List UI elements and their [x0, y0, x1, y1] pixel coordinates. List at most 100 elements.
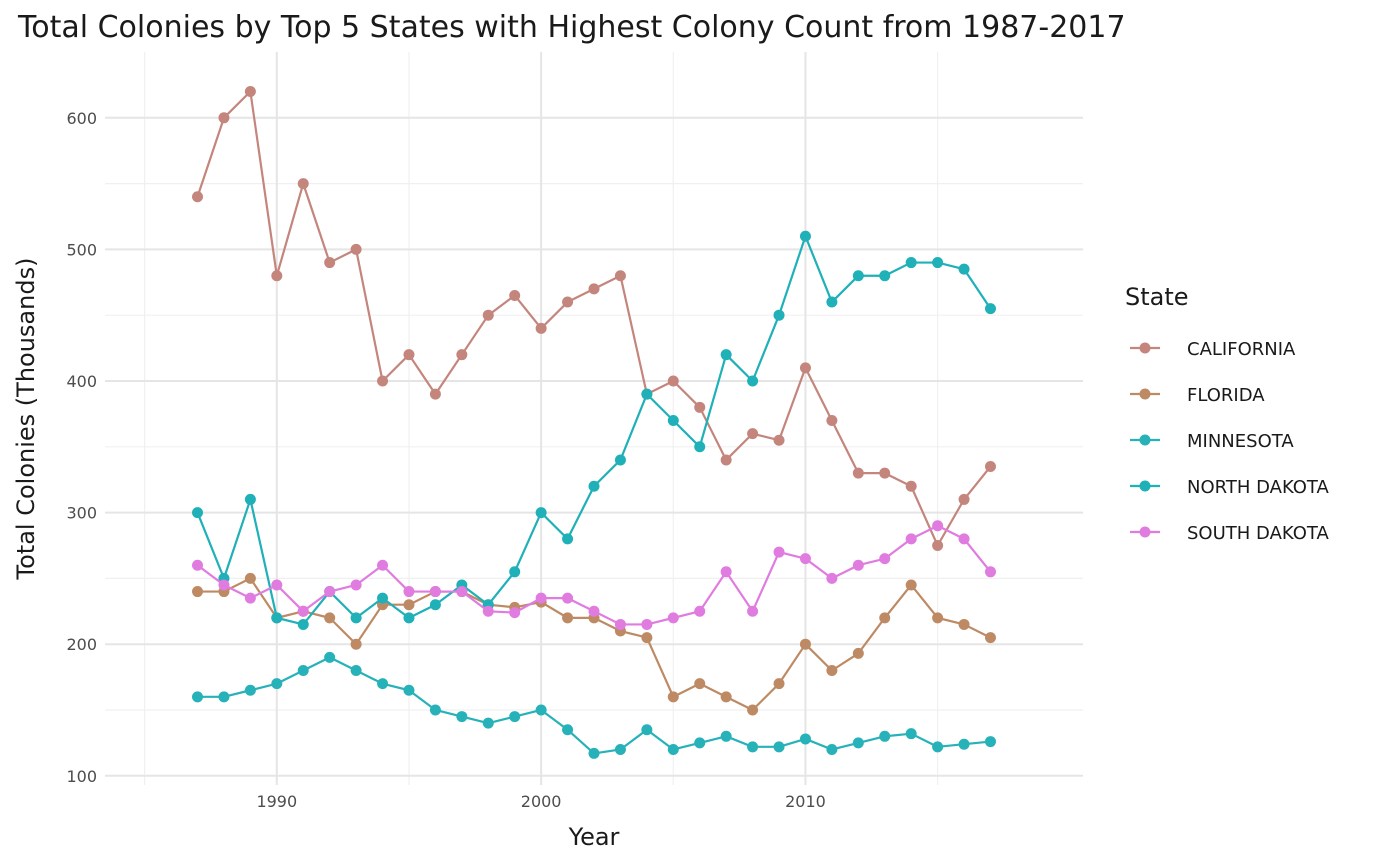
data-point-minnesota [826, 743, 838, 755]
legend-label: MINNESOTA [1187, 431, 1294, 452]
data-point-california [192, 191, 204, 203]
series-minnesota [192, 651, 996, 759]
data-point-south-dakota [641, 618, 653, 630]
data-point-south-dakota [297, 605, 309, 617]
y-tick-label: 600 [66, 109, 97, 128]
data-point-california [667, 375, 679, 387]
data-point-california [509, 289, 521, 301]
data-point-north-dakota [588, 480, 600, 492]
data-point-california [905, 480, 917, 492]
data-point-florida [905, 579, 917, 591]
data-point-california [350, 243, 362, 255]
data-point-florida [826, 665, 838, 677]
x-tick-label: 2010 [785, 792, 826, 811]
data-point-florida [852, 647, 864, 659]
data-point-south-dakota [324, 586, 336, 598]
data-point-california [535, 322, 547, 334]
data-point-south-dakota [562, 592, 574, 604]
legend-label: SOUTH DAKOTA [1187, 523, 1329, 544]
data-point-north-dakota [879, 270, 891, 282]
data-point-florida [350, 638, 362, 650]
data-point-south-dakota [720, 566, 732, 578]
y-tick-label: 300 [66, 504, 97, 523]
data-point-north-dakota [192, 507, 204, 519]
data-point-minnesota [456, 711, 468, 723]
data-point-california [482, 309, 494, 321]
data-point-california [377, 375, 389, 387]
legend-title: State [1125, 283, 1189, 311]
data-point-california [456, 349, 468, 361]
series-florida [192, 572, 996, 716]
legend-label: FLORIDA [1187, 385, 1265, 406]
data-point-california [773, 434, 785, 446]
data-point-north-dakota [720, 349, 732, 361]
data-point-florida [641, 632, 653, 644]
data-point-minnesota [641, 724, 653, 736]
data-point-minnesota [244, 684, 256, 696]
data-point-minnesota [509, 711, 521, 723]
data-point-north-dakota [271, 612, 283, 624]
data-point-south-dakota [852, 559, 864, 571]
data-point-california [324, 257, 336, 269]
data-point-minnesota [694, 737, 706, 749]
data-point-south-dakota [905, 533, 917, 545]
data-point-california [720, 454, 732, 466]
plot-area: 1990 2000 2010 100 200 300 400 500 600 [66, 52, 1083, 811]
data-point-minnesota [773, 741, 785, 753]
minor-gridlines [105, 52, 1083, 785]
data-point-minnesota [958, 738, 970, 750]
data-point-north-dakota [694, 441, 706, 453]
data-point-north-dakota [403, 612, 415, 624]
legend-key-point [1139, 480, 1151, 492]
data-point-south-dakota [932, 520, 944, 532]
data-point-south-dakota [403, 586, 415, 598]
data-point-south-dakota [984, 566, 996, 578]
data-point-minnesota [667, 743, 679, 755]
data-point-california [879, 467, 891, 479]
data-point-north-dakota [535, 507, 547, 519]
data-point-south-dakota [456, 586, 468, 598]
data-point-minnesota [879, 730, 891, 742]
data-point-north-dakota [429, 599, 441, 611]
series-line-north-dakota [196, 235, 992, 626]
series-south-dakota [192, 520, 996, 630]
data-point-south-dakota [614, 618, 626, 630]
data-point-south-dakota [694, 605, 706, 617]
data-point-florida [799, 638, 811, 650]
data-point-minnesota [324, 651, 336, 663]
data-point-florida [192, 586, 204, 598]
data-point-south-dakota [192, 559, 204, 571]
data-point-north-dakota [350, 612, 362, 624]
data-point-california [244, 85, 256, 97]
data-point-minnesota [297, 665, 309, 677]
data-point-north-dakota [826, 296, 838, 308]
data-point-california [694, 401, 706, 413]
data-point-minnesota [271, 678, 283, 690]
x-tick-label: 1990 [256, 792, 297, 811]
data-point-north-dakota [932, 257, 944, 269]
data-point-south-dakota [588, 605, 600, 617]
data-point-south-dakota [879, 553, 891, 565]
data-point-south-dakota [350, 579, 362, 591]
data-point-south-dakota [799, 553, 811, 565]
data-point-florida [747, 704, 759, 716]
legend-key-point [1139, 342, 1151, 354]
data-point-minnesota [588, 747, 600, 759]
data-point-south-dakota [218, 579, 230, 591]
data-point-north-dakota [958, 263, 970, 275]
data-point-north-dakota [773, 309, 785, 321]
legend-key-point [1139, 526, 1151, 538]
data-point-california [297, 178, 309, 190]
major-gridlines [105, 52, 1083, 785]
data-point-south-dakota [667, 612, 679, 624]
y-tick-label: 100 [66, 767, 97, 786]
data-point-minnesota [482, 717, 494, 729]
legend-label: NORTH DAKOTA [1187, 477, 1330, 498]
data-point-minnesota [218, 691, 230, 703]
data-point-north-dakota [641, 388, 653, 400]
data-point-south-dakota [482, 605, 494, 617]
y-tick-label: 500 [66, 240, 97, 259]
data-point-florida [932, 612, 944, 624]
y-tick-label: 200 [66, 635, 97, 654]
legend-item: CALIFORNIA [1130, 339, 1296, 360]
